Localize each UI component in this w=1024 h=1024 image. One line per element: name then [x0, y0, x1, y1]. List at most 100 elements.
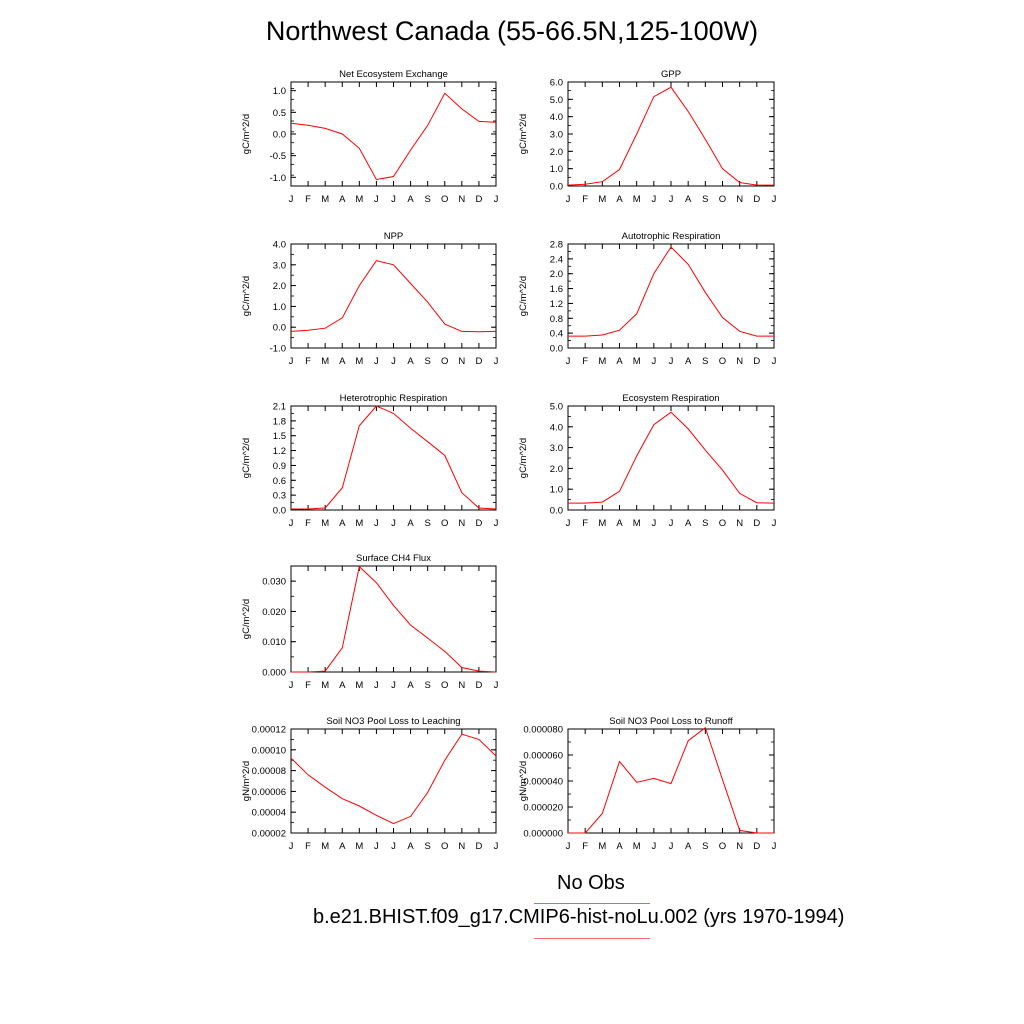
x-tick-label: N [736, 841, 743, 852]
x-tick-label: M [633, 194, 641, 205]
chart-title: Autotrophic Respiration [622, 231, 721, 242]
x-tick-label: J [494, 518, 499, 529]
y-tick-label: 6.0 [550, 78, 563, 89]
y-tick-label: 0.0 [273, 130, 286, 141]
x-tick-label: F [582, 194, 588, 205]
x-tick-label: J [494, 841, 499, 852]
x-tick-label: J [651, 356, 656, 367]
x-tick-label: M [355, 841, 363, 852]
x-tick-label: N [458, 518, 465, 529]
x-tick-label: J [289, 680, 294, 691]
x-tick-label: M [355, 194, 363, 205]
series-line [568, 411, 775, 504]
x-tick-label: F [305, 841, 311, 852]
plot-frame [567, 81, 775, 187]
legend-entry-no-obs: No Obs [557, 872, 625, 894]
x-tick-label: J [391, 356, 396, 367]
legend-entry-model-run: b.e21.BHIST.f09_g17.CMIP6-hist-noLu.002 … [313, 906, 845, 928]
y-tick-label: 0.000060 [523, 751, 563, 762]
x-tick-label: A [685, 356, 692, 367]
y-tick-label: 0.0 [550, 344, 563, 355]
x-tick-label: N [458, 680, 465, 691]
x-tick-label: N [458, 841, 465, 852]
x-tick-label: N [736, 194, 743, 205]
x-tick-label: D [475, 518, 482, 529]
x-tick-label: A [339, 680, 346, 691]
x-tick-label: D [475, 356, 482, 367]
y-tick-label: 2.1 [273, 402, 286, 413]
x-tick-label: M [321, 680, 329, 691]
y-tick-label: 4.0 [273, 240, 286, 251]
x-tick-label: M [321, 194, 329, 205]
x-tick-label: N [458, 194, 465, 205]
y-tick-label: 1.6 [550, 284, 563, 295]
x-tick-label: J [566, 518, 571, 529]
x-tick-label: O [441, 680, 448, 691]
series-line [290, 92, 497, 181]
chart-title: Soil NO3 Pool Loss to Leaching [326, 716, 460, 727]
x-tick-label: F [582, 841, 588, 852]
x-tick-label: A [407, 841, 414, 852]
y-tick-label: 0.00012 [252, 725, 286, 736]
plot-frame [290, 243, 497, 349]
y-tick-label: 3.0 [273, 260, 286, 271]
x-tick-label: J [566, 841, 571, 852]
x-tick-label: S [702, 356, 708, 367]
y-tick-label: 0.9 [273, 461, 286, 472]
y-tick-label: 0.00008 [252, 766, 286, 777]
x-tick-label: J [772, 356, 777, 367]
x-tick-label: J [566, 194, 571, 205]
y-tick-label: 5.0 [550, 402, 563, 413]
y-axis-label: gC/m^2/d [241, 114, 252, 154]
x-tick-label: S [702, 194, 708, 205]
x-tick-label: S [424, 680, 430, 691]
x-tick-label: F [582, 356, 588, 367]
x-tick-label: M [321, 841, 329, 852]
x-tick-label: J [651, 194, 656, 205]
x-tick-label: N [736, 356, 743, 367]
x-tick-label: A [339, 518, 346, 529]
y-axis-label: gC/m^2/d [241, 599, 252, 639]
x-tick-label: O [441, 518, 448, 529]
x-tick-label: A [339, 841, 346, 852]
y-tick-label: 0.000 [262, 668, 286, 679]
x-tick-label: M [598, 356, 606, 367]
x-tick-label: M [355, 518, 363, 529]
series-line [568, 246, 774, 337]
y-tick-label: 0.0 [273, 506, 286, 517]
chart-panel-0: Net Ecosystem Exchange gC/m^2/d -1.0 -0.5 0.… [241, 69, 499, 205]
x-tick-label: A [685, 518, 692, 529]
y-axis-label: gC/m^2/d [241, 438, 252, 478]
y-tick-label: 0.0 [550, 506, 563, 517]
x-tick-label: M [598, 841, 606, 852]
y-tick-label: 1.8 [273, 416, 286, 427]
x-tick-label: J [651, 841, 656, 852]
y-tick-label: 1.0 [550, 485, 563, 496]
x-tick-label: D [753, 194, 760, 205]
x-tick-label: M [598, 518, 606, 529]
y-tick-label: 0.030 [262, 577, 286, 588]
chart-panel-4: Heterotrophic Respiration gC/m^2/d 0.0 0.3 0… [241, 393, 499, 529]
y-tick-label: 2.0 [550, 147, 563, 158]
x-tick-label: F [582, 518, 588, 529]
x-tick-label: F [305, 518, 311, 529]
x-tick-label: S [702, 518, 708, 529]
y-tick-label: 0.3 [273, 491, 286, 502]
x-tick-label: S [424, 194, 430, 205]
y-tick-label: 3.0 [550, 130, 563, 141]
chart-title: NPP [384, 231, 404, 242]
x-tick-label: A [339, 356, 346, 367]
y-axis-label: gC/m^2/d [241, 276, 252, 316]
y-tick-label: -1.0 [270, 344, 286, 355]
x-tick-label: J [669, 841, 674, 852]
y-tick-label: 0.00002 [252, 829, 286, 840]
x-tick-label: A [407, 680, 414, 691]
x-tick-label: J [374, 356, 379, 367]
x-tick-label: O [441, 194, 448, 205]
x-tick-label: S [424, 841, 430, 852]
x-tick-label: J [374, 841, 379, 852]
x-tick-label: J [374, 518, 379, 529]
x-tick-label: A [616, 194, 623, 205]
x-tick-label: S [424, 356, 430, 367]
legend-line-no-obs [534, 903, 650, 904]
